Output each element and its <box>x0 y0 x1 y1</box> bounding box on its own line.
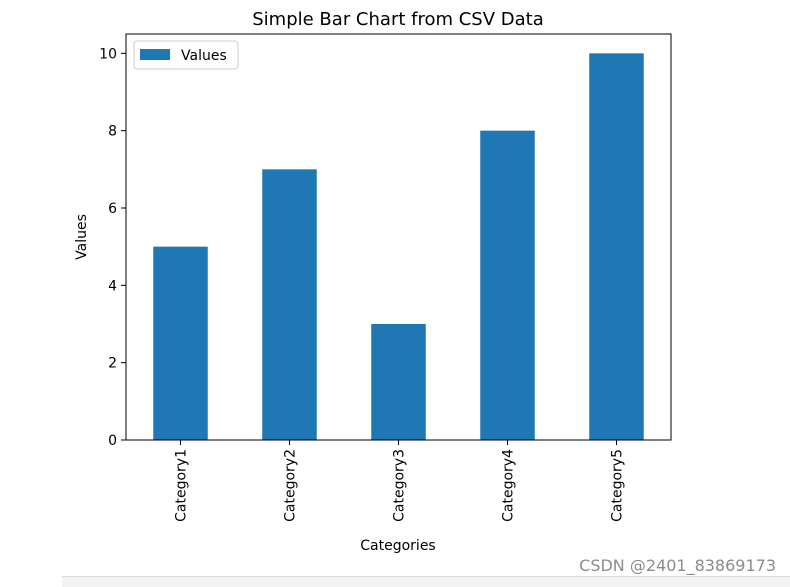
x-axis-ticks: Category1 Category2 Category3 Category4 Cate… <box>174 440 626 522</box>
x-tick-label: Category1 <box>174 449 190 522</box>
legend: Values <box>133 40 239 70</box>
x-tick-label: Category2 <box>283 449 299 522</box>
bar-category1 <box>153 246 208 440</box>
bar-category3 <box>371 324 426 440</box>
bottom-panel <box>62 576 790 587</box>
bar-category2 <box>262 169 317 440</box>
y-axis-label: Values <box>74 214 90 260</box>
bar-category4 <box>480 130 535 441</box>
legend-box <box>133 40 239 70</box>
x-tick-label: Category5 <box>610 449 626 522</box>
chart-title: Simple Bar Chart from CSV Data <box>252 9 544 30</box>
y-axis-ticks: 0 2 4 6 8 10 <box>99 46 126 449</box>
watermark-text: CSDN @2401_83869173 <box>579 556 776 575</box>
x-tick-label: Category4 <box>501 449 517 522</box>
y-tick-label: 4 <box>108 278 117 294</box>
y-tick-label: 2 <box>108 356 117 372</box>
y-tick-label: 0 <box>108 433 117 449</box>
bar-category5 <box>589 53 644 440</box>
y-tick-label: 6 <box>108 201 117 217</box>
x-tick-label: Category3 <box>392 449 408 522</box>
bars-layer <box>153 53 644 441</box>
legend-label: Values <box>181 48 227 64</box>
y-tick-label: 8 <box>108 124 117 140</box>
legend-swatch <box>140 49 170 60</box>
x-axis-label: Categories <box>360 538 435 554</box>
y-tick-label: 10 <box>99 46 117 62</box>
